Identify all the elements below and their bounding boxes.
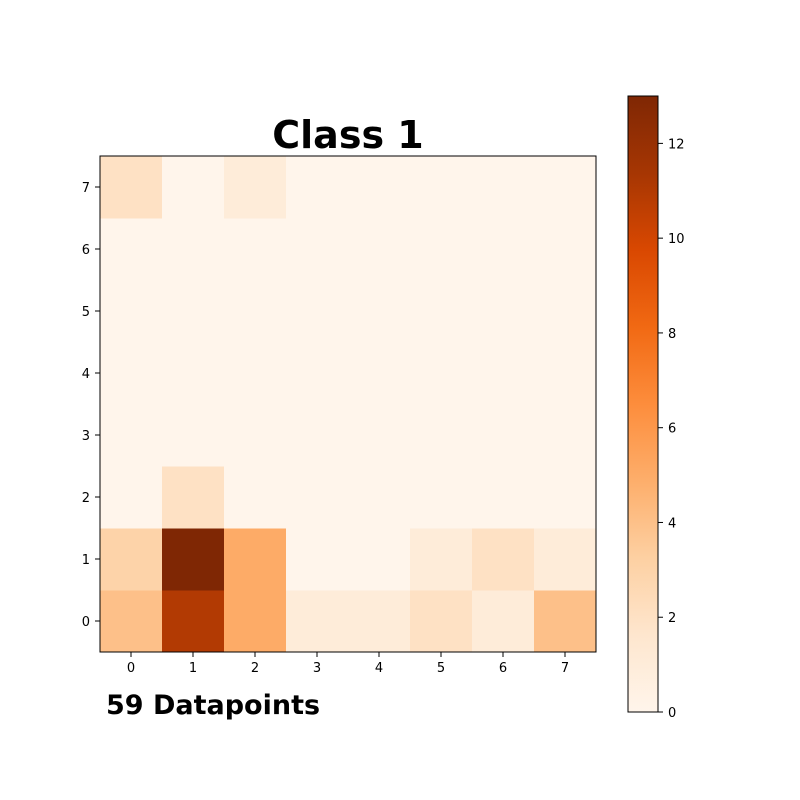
y-tick-label: 1 [82, 553, 90, 568]
heatmap-cell [286, 342, 349, 405]
colorbar-tick-label: 6 [668, 422, 676, 437]
datapoints-count: 59 Datapoints [106, 690, 320, 721]
x-tick-label: 7 [561, 661, 569, 676]
heatmap-cell [286, 404, 349, 467]
heatmap-cell [534, 280, 597, 343]
heatmap-cell [224, 280, 287, 343]
x-axis-ticks: 0 1 2 3 4 5 6 7 [127, 652, 569, 676]
heatmap-cell [534, 466, 597, 529]
heatmap-cell [348, 466, 411, 529]
plot-frame [99, 155, 597, 653]
heatmap-cell [162, 156, 225, 219]
heatmap-cell [472, 590, 535, 653]
x-tick-label: 1 [189, 661, 197, 676]
heatmap-cell [348, 404, 411, 467]
heatmap-cell [286, 590, 349, 653]
heatmap-cell [410, 280, 473, 343]
heatmap-cell [224, 342, 287, 405]
heatmap-cell [348, 590, 411, 653]
heatmap-cell [224, 528, 287, 591]
heatmap-cell [534, 528, 597, 591]
heatmap-cell [472, 404, 535, 467]
y-axis-ticks: 0 1 2 3 4 5 6 7 [82, 181, 100, 630]
heatmap-cell [286, 156, 349, 219]
heatmap-cell [224, 590, 287, 653]
heatmap-cell [162, 590, 225, 653]
heatmap-cell [348, 218, 411, 281]
heatmap-cell [100, 156, 163, 219]
heatmap-cell [410, 404, 473, 467]
heatmap-cell [286, 528, 349, 591]
heatmap-cell [162, 466, 225, 529]
heatmap-cell [100, 218, 163, 281]
heatmap-cell [534, 342, 597, 405]
heatmap-cell [348, 280, 411, 343]
heatmap-cell [472, 466, 535, 529]
colorbar-tick-label: 4 [668, 516, 676, 531]
heatmap-cell [410, 218, 473, 281]
heatmap-cell [534, 218, 597, 281]
heatmap-cell [224, 218, 287, 281]
colorbar-frame [627, 95, 659, 713]
heatmap-cell [162, 280, 225, 343]
colorbar-ticks: 0 2 4 6 8 10 12 [658, 137, 685, 721]
heatmap-cell [162, 218, 225, 281]
heatmap-cell [410, 528, 473, 591]
x-tick-label: 3 [313, 661, 321, 676]
heatmap-cell [348, 156, 411, 219]
heatmap-cell [224, 466, 287, 529]
heatmap-cell [286, 218, 349, 281]
y-tick-label: 7 [82, 181, 90, 196]
heatmap-cell [100, 466, 163, 529]
heatmap-cell [286, 280, 349, 343]
heatmap-cell [348, 342, 411, 405]
heatmap-cell [534, 590, 597, 653]
heatmap-cell [224, 156, 287, 219]
heatmap-cell [162, 342, 225, 405]
heatmap-cell [534, 156, 597, 219]
y-tick-label: 5 [82, 305, 90, 320]
x-tick-label: 6 [499, 661, 507, 676]
colorbar-gradient [628, 96, 658, 712]
heatmap-cell [472, 342, 535, 405]
heatmap-cell [100, 280, 163, 343]
x-tick-label: 2 [251, 661, 259, 676]
y-tick-label: 2 [82, 491, 90, 506]
heatmap-cell [100, 404, 163, 467]
heatmap-cell [410, 342, 473, 405]
colorbar-tick-label: 12 [668, 137, 685, 152]
heatmap-cell [100, 342, 163, 405]
heatmap-cell [162, 528, 225, 591]
x-tick-label: 5 [437, 661, 445, 676]
y-tick-label: 3 [82, 429, 90, 444]
heatmap-cell [472, 218, 535, 281]
heatmap-cell [286, 466, 349, 529]
heatmap-cell [410, 466, 473, 529]
colorbar-tick-label: 8 [668, 327, 676, 342]
x-tick-label: 4 [375, 661, 383, 676]
heatmap-cell [224, 404, 287, 467]
heatmap-cell [410, 590, 473, 653]
y-tick-label: 6 [82, 243, 90, 258]
y-tick-label: 4 [82, 367, 90, 382]
heatmap-cell [100, 590, 163, 653]
heatmap-cell [534, 404, 597, 467]
heatmap-cell [162, 404, 225, 467]
chart-title: Class 1 [272, 113, 423, 157]
colorbar-tick-label: 2 [668, 611, 676, 626]
heatmap-cell [348, 528, 411, 591]
y-tick-label: 0 [82, 615, 90, 630]
colorbar-tick-label: 10 [668, 232, 685, 247]
heatmap-cell [472, 528, 535, 591]
heatmap-cell [472, 280, 535, 343]
heatmap-cells [100, 156, 597, 653]
heatmap-cell [100, 528, 163, 591]
heatmap-cell [472, 156, 535, 219]
heatmap-cell [410, 156, 473, 219]
colorbar-tick-label: 0 [668, 706, 676, 721]
x-tick-label: 0 [127, 661, 135, 676]
